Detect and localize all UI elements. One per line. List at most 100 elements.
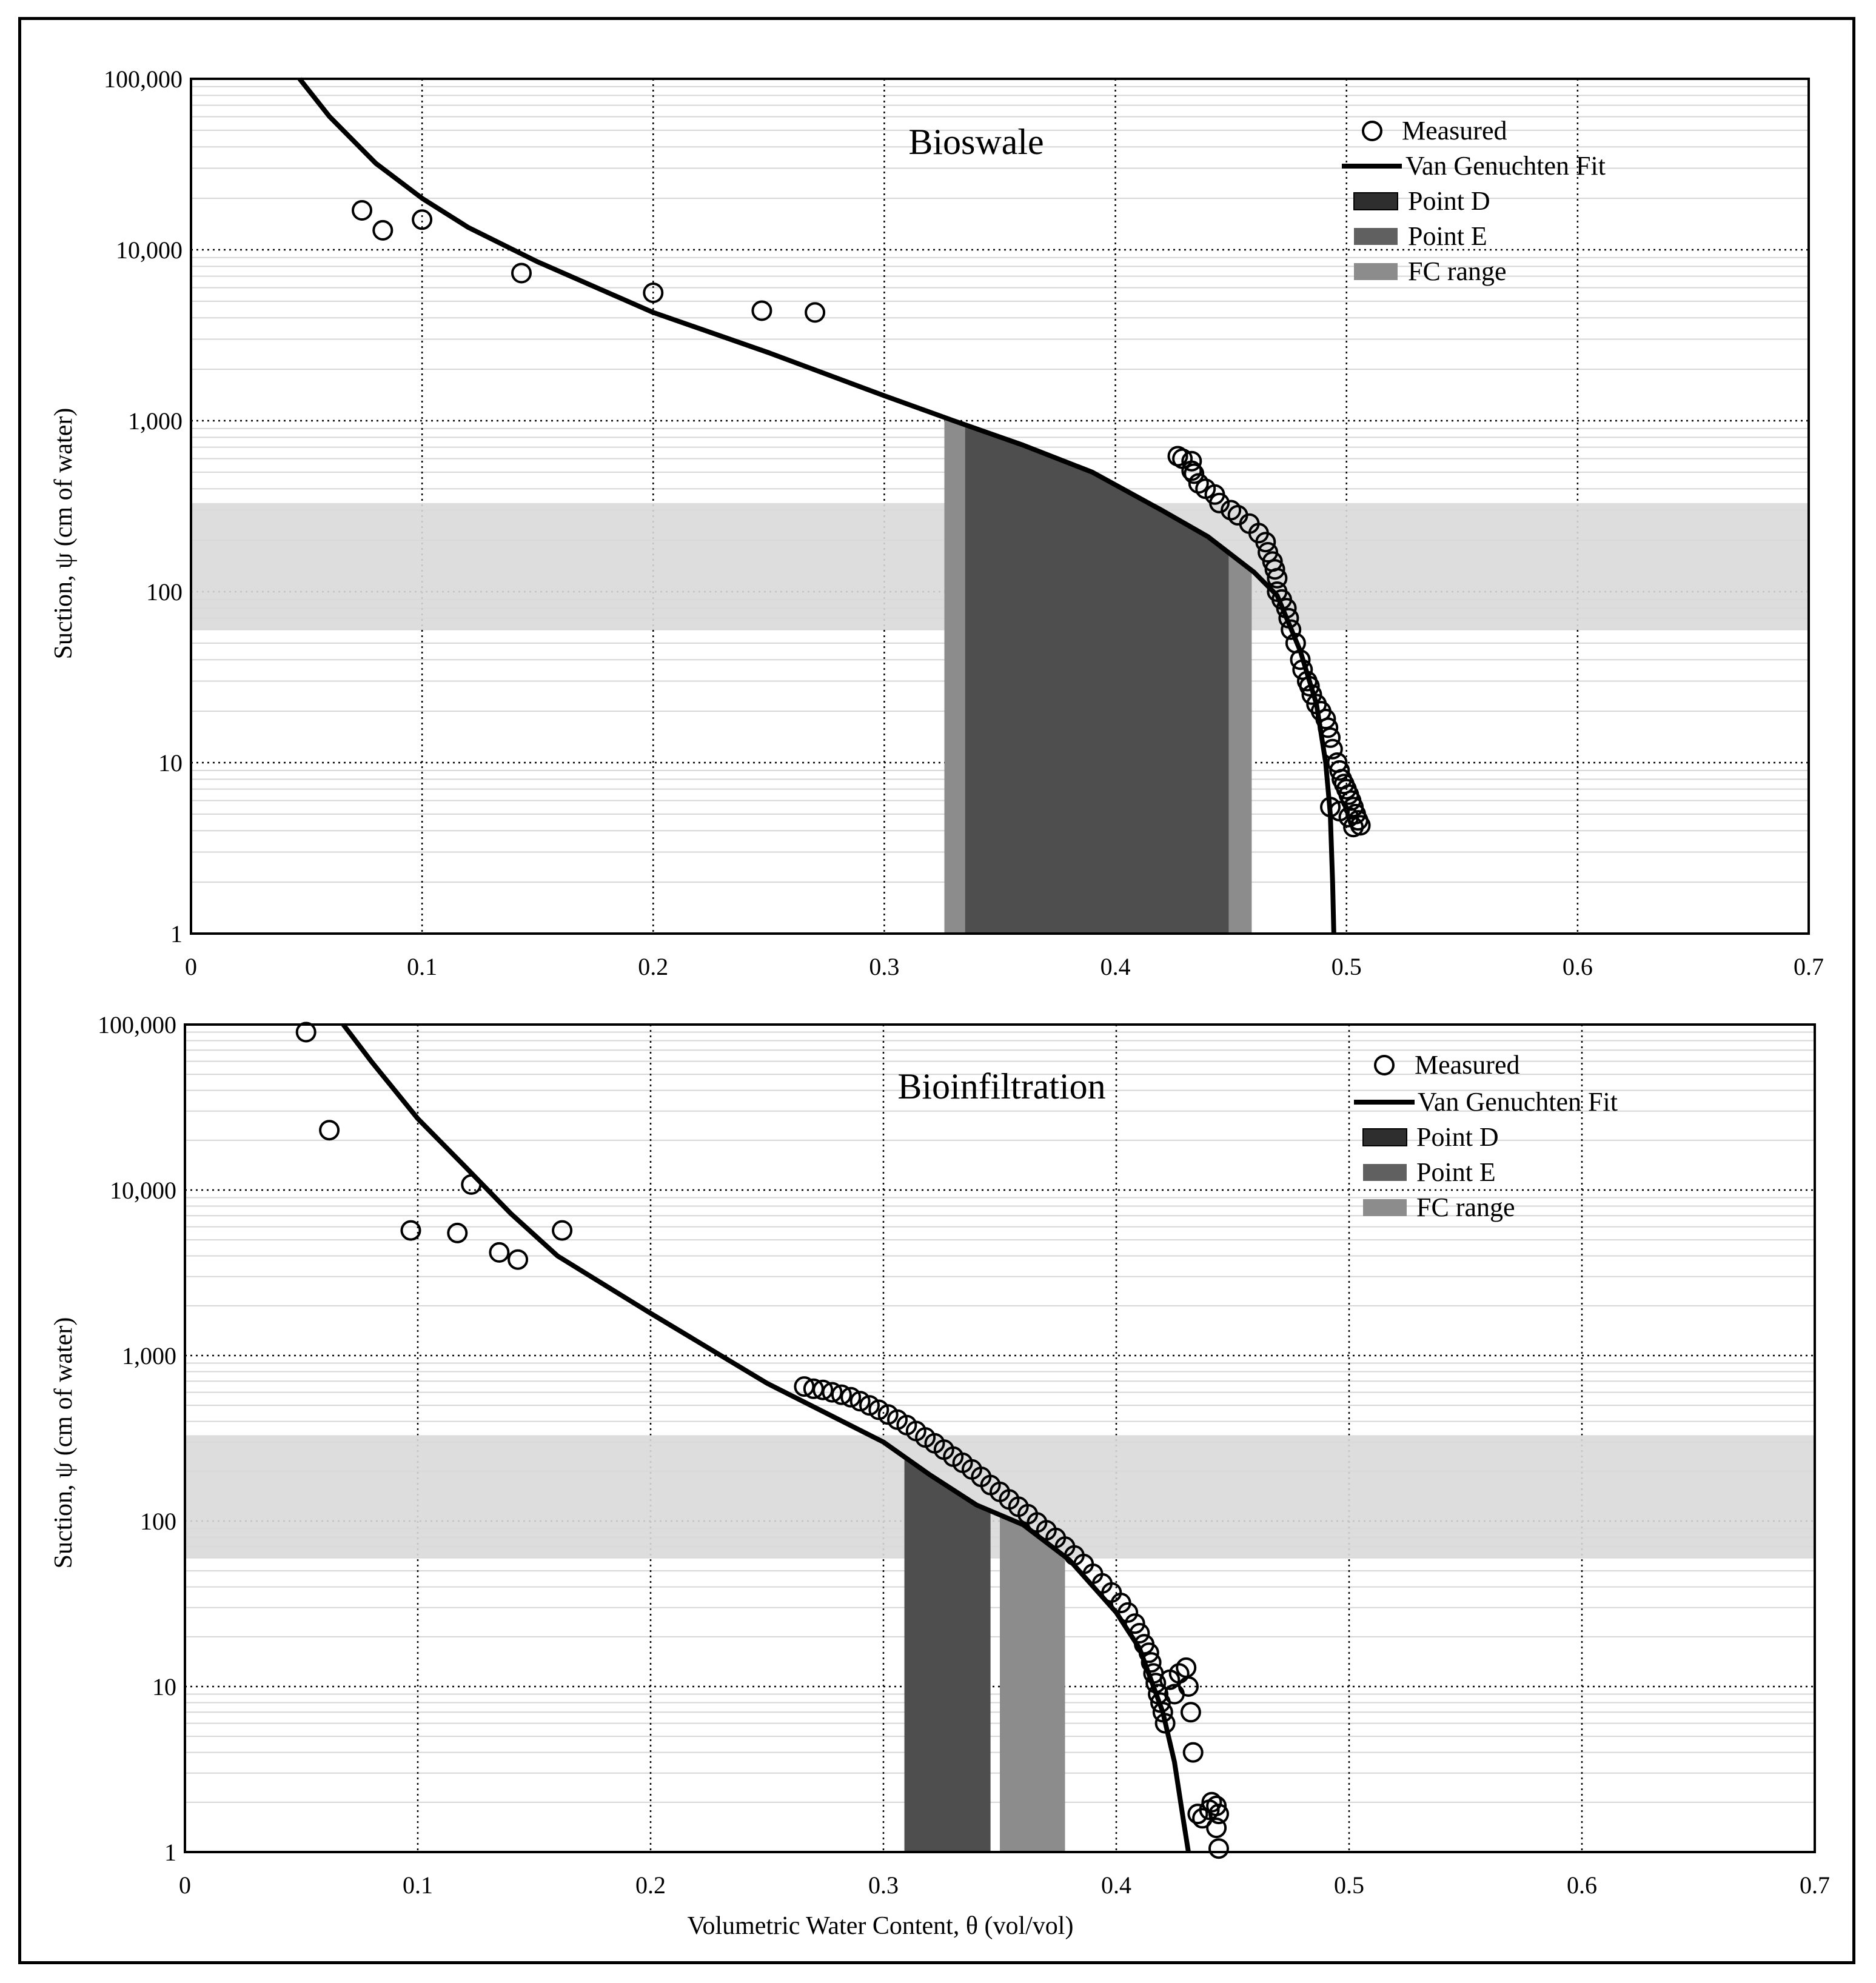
measured-point	[859, 1395, 880, 1416]
legend-point-e-swatch	[1363, 1164, 1407, 1181]
legend-point-e-label: Point E	[1408, 221, 1487, 251]
legend: Measured Van Genuchten Fit Point D Point…	[1354, 1050, 1618, 1222]
measured-point	[372, 219, 394, 241]
measured-point	[1276, 598, 1297, 619]
measured-point	[1184, 463, 1205, 484]
measured-point	[812, 1379, 834, 1400]
plot-area-border	[184, 1023, 1816, 1853]
chart-title: Bioinfiltration	[897, 1066, 1105, 1106]
measured-point	[822, 1382, 843, 1403]
measured-point	[1320, 727, 1341, 748]
measured-point	[295, 1022, 317, 1043]
legend-fit-label: Van Genuchten Fit	[1405, 151, 1606, 181]
y-tick-label: 1	[170, 920, 183, 948]
y-axis-label: Suction, ψ (cm of water)	[50, 1317, 78, 1569]
y-tick-label: 100,000	[98, 1011, 176, 1038]
measured-point	[831, 1384, 852, 1405]
legend: Measured Van Genuchten Fit Point D Point…	[1342, 116, 1606, 286]
point-e-area	[965, 424, 1229, 934]
y-tick-label: 10,000	[110, 1177, 176, 1204]
x-tick-label: 0.4	[1100, 953, 1131, 980]
legend-point-e-label: Point E	[1416, 1157, 1496, 1187]
measured-point	[1180, 1702, 1201, 1723]
measured-point	[511, 263, 532, 284]
legend-point-e-swatch	[1354, 228, 1398, 245]
figure-frame	[18, 17, 1855, 1964]
x-tick-label: 0.6	[1567, 1871, 1597, 1899]
measured-point	[1322, 738, 1343, 760]
y-tick-label: 10,000	[116, 236, 183, 264]
measured-point	[751, 300, 772, 321]
measured-point	[400, 1220, 421, 1241]
y-tick-label: 10	[152, 1673, 176, 1700]
measured-point	[1201, 1791, 1222, 1813]
measured-point	[1301, 684, 1322, 705]
measured-point	[1281, 619, 1302, 640]
measured-point	[1278, 607, 1299, 629]
measured-point	[1188, 473, 1209, 494]
measured-point	[1209, 492, 1230, 513]
measured-point	[1264, 559, 1285, 580]
measured-point	[1267, 567, 1288, 589]
measured-point	[1182, 1742, 1204, 1763]
legend-fc-range-swatch	[1354, 263, 1398, 280]
x-tick-label: 0.3	[868, 1871, 899, 1899]
measured-point	[1206, 1817, 1227, 1839]
x-tick-label: 0.3	[869, 953, 899, 980]
legend-measured-marker	[1362, 121, 1382, 141]
measured-point	[1206, 1795, 1227, 1816]
measured-point	[1318, 717, 1339, 738]
x-tick-label: 0.7	[1794, 953, 1824, 980]
measured-point	[1299, 675, 1320, 697]
y-tick-label: 100	[140, 1508, 176, 1535]
legend-point-d-swatch	[1353, 192, 1398, 210]
x-axis-label: Volumetric Water Content, θ (vol/vol)	[688, 1912, 1074, 1940]
legend-fc-range-swatch	[1363, 1199, 1407, 1216]
measured-point	[1320, 797, 1341, 818]
chart-bioinfiltration: 0 0.1 0.2 0.3 0.4 0.5 0.6 0.7 1 10 100 1,000 10,000…	[50, 1011, 1830, 1940]
point-d-area	[904, 1457, 991, 1852]
measured-point	[1208, 1838, 1229, 1859]
measured-point	[1329, 760, 1350, 781]
measured-point	[1145, 1673, 1167, 1694]
x-tick-label: 0.7	[1800, 1871, 1830, 1899]
measured-point	[508, 1249, 529, 1270]
legend-fc-range-label: FC range	[1416, 1192, 1515, 1222]
measured-point	[319, 1120, 340, 1141]
legend-point-d-label: Point D	[1408, 186, 1490, 216]
measured-point	[1178, 1676, 1199, 1697]
legend-fit-label: Van Genuchten Fit	[1418, 1087, 1618, 1117]
measured-point	[1117, 1602, 1139, 1623]
measured-point	[447, 1222, 468, 1243]
fc-range-area	[1000, 1514, 1065, 1852]
measured-point	[1129, 1623, 1150, 1644]
x-tick-label: 0	[185, 953, 197, 980]
measured-point	[1208, 1804, 1229, 1825]
x-tick-label: 0.1	[407, 953, 437, 980]
measured-point	[461, 1174, 482, 1195]
y-axis-label: Suction, ψ (cm of water)	[50, 408, 78, 660]
y-tick-label: 100	[146, 578, 183, 606]
measured-point	[1152, 1702, 1173, 1723]
measured-point	[352, 200, 372, 221]
legend-point-d-swatch	[1362, 1128, 1407, 1146]
plot-area-border	[190, 78, 1810, 935]
measured-point	[1290, 649, 1311, 670]
measured-point	[1343, 817, 1364, 838]
x-tick-label: 0.6	[1563, 953, 1593, 980]
y-tick-label: 100,000	[104, 65, 183, 93]
measured-point	[840, 1386, 862, 1408]
measured-point	[1138, 1642, 1159, 1664]
y-tick-label: 10	[158, 749, 183, 777]
measured-point	[489, 1242, 510, 1263]
chart-title: Bioswale	[908, 122, 1044, 162]
chart-bioswale: 0 0.1 0.2 0.3 0.4 0.5 0.6 0.7 1 10 100 1,000 10,000…	[50, 65, 1824, 980]
legend-point-d-label: Point D	[1416, 1122, 1499, 1152]
x-tick-label: 0.2	[635, 1871, 666, 1899]
x-tick-label: 0	[179, 1871, 191, 1899]
x-tick-label: 0.5	[1334, 1871, 1364, 1899]
measured-point	[552, 1220, 573, 1241]
measured-point	[805, 302, 826, 323]
legend-measured-label: Measured	[1415, 1050, 1520, 1080]
